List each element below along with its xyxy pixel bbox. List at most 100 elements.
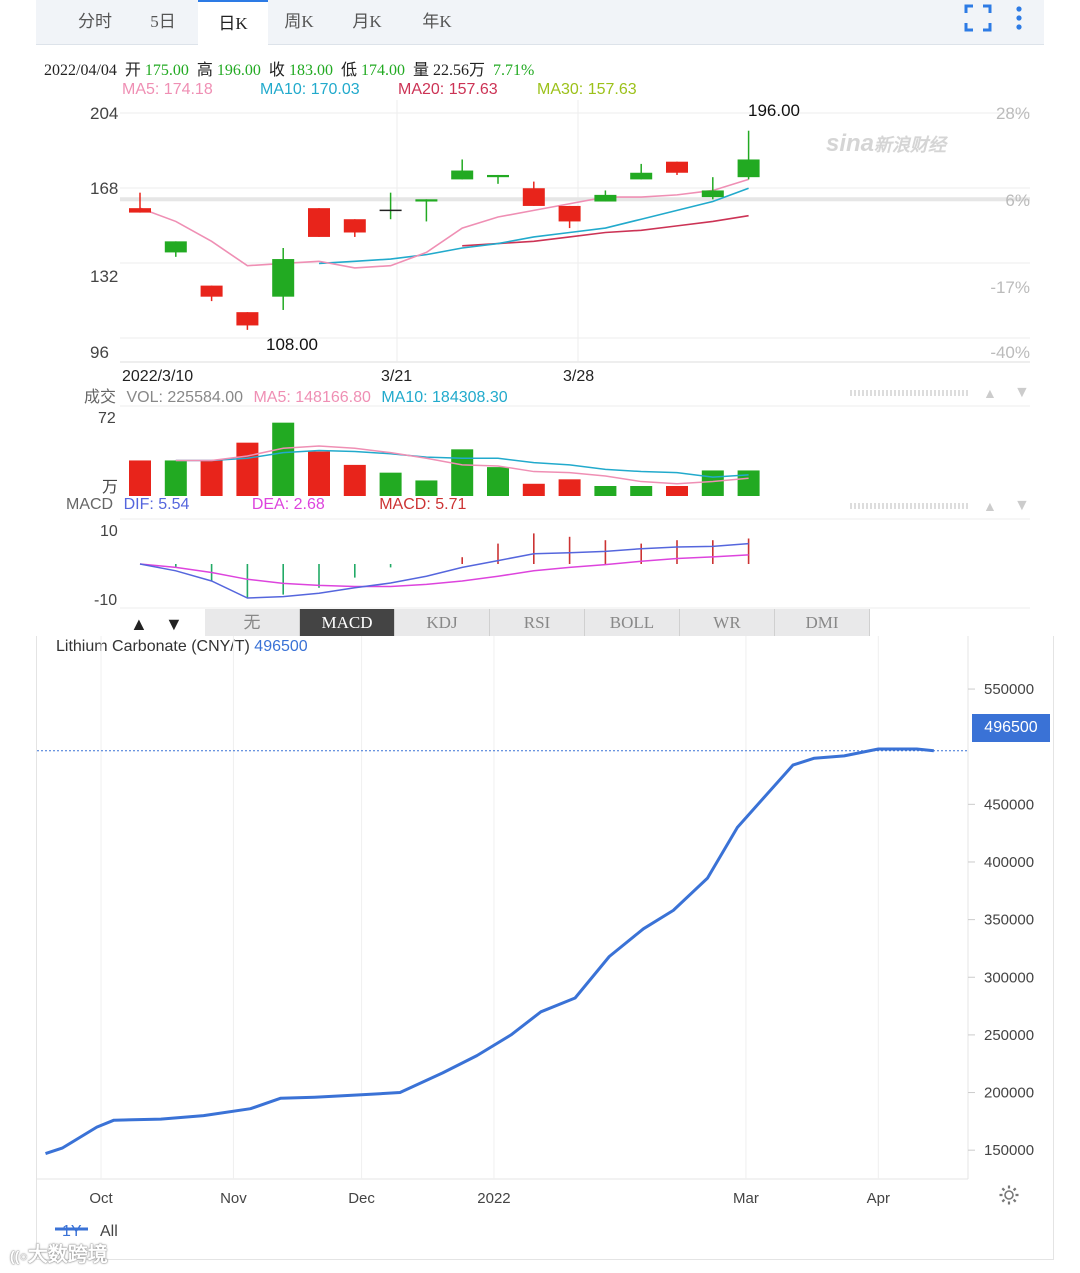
candle-16 [701, 177, 724, 200]
indicator-macd-button[interactable]: MACD [300, 609, 395, 636]
range-all-button[interactable]: All [100, 1223, 118, 1240]
gear-icon[interactable] [998, 1184, 1020, 1206]
dif-line [139, 542, 749, 599]
ma5-label: MA5: 174.18 [122, 81, 213, 98]
scroll-down-icon[interactable]: ▼ [165, 614, 183, 634]
candle-15 [666, 161, 688, 175]
candle-0 [129, 192, 151, 213]
volume-ma10: MA10: 184308.30 [381, 389, 508, 406]
volume-bar-15 [666, 486, 688, 496]
macd-ytick-label: 10 [100, 523, 118, 540]
lithium-title-row: Lithium Carbonate (CNY/T) 496500 [56, 638, 308, 656]
kline-pct-label: -40% [990, 343, 1030, 362]
info-high: 196.00 [216, 62, 261, 79]
candle-body [737, 159, 760, 178]
candle-body [308, 208, 330, 237]
candle-6 [343, 219, 366, 237]
lithium-ytick-label: 400000 [984, 854, 1034, 871]
volume-bar-17 [737, 470, 760, 496]
volume-bar-7 [379, 472, 402, 496]
lithium-xtick-label: Nov [220, 1190, 247, 1207]
volume-bar-12 [558, 479, 581, 496]
candle-body [522, 188, 545, 206]
lithium-ytick-label: 250000 [984, 1027, 1034, 1044]
indicator-rsi-button[interactable]: RSI [490, 609, 585, 636]
indicator-wr-button[interactable]: WR [680, 609, 775, 636]
volume-bar-10 [487, 467, 509, 496]
kline-xtick-label: 2022/3/10 [122, 368, 193, 385]
volume-value: VOL: 225584.00 [126, 389, 244, 406]
vol-ma10-line [175, 449, 749, 478]
ma20-line [462, 214, 749, 247]
panel-down-icon[interactable]: ▼ [1014, 384, 1030, 401]
macd-dea: DEA: 2.68 [251, 496, 325, 513]
stock-chart-svg: 204 168 132 96 28% 6% -17% -40% 2022/3/10 3/21 3/2… [90, 100, 1030, 609]
panel-up-icon-2[interactable]: ▲ [983, 498, 997, 514]
kline-ytick-label: 132 [90, 267, 118, 286]
tab-5day[interactable]: 5日 [150, 12, 176, 31]
info-vol-label: 量 [412, 62, 429, 79]
lithium-xtick-label: Dec [348, 1190, 375, 1207]
indicator-dmi-button[interactable]: DMI [775, 609, 870, 636]
volume-bar-3 [236, 442, 259, 496]
dea-line [139, 554, 749, 588]
candle-body [272, 259, 295, 297]
kline-xtick-label: 3/28 [563, 368, 594, 385]
info-low: 174.00 [360, 62, 405, 79]
candle-body [558, 205, 581, 222]
candle-body [594, 194, 617, 202]
kline-info-row: 2022/04/04 开 175.00 高 196.00 收 183.00 低 … [44, 56, 534, 80]
candle-12 [558, 205, 581, 229]
tab-yearly-k[interactable]: 年K [422, 12, 452, 31]
info-open: 175.00 [144, 62, 189, 79]
kline-xtick-label: 3/21 [381, 368, 412, 385]
indicator-boll-button[interactable]: BOLL [585, 609, 680, 636]
expand-icon[interactable] [964, 4, 992, 32]
candle-body [236, 312, 259, 326]
tab-monthly-k[interactable]: 月K [352, 12, 382, 31]
candle-body [701, 190, 724, 198]
candle-3 [236, 312, 259, 330]
candle-10 [487, 174, 509, 184]
candle-2 [200, 285, 223, 302]
volume-bar-13 [594, 486, 617, 496]
info-date: 2022/04/04 [44, 62, 117, 79]
sina-watermark: sina新浪财经 [826, 130, 947, 157]
lithium-ytick-label: 200000 [984, 1085, 1034, 1102]
volume-bar-11 [522, 483, 545, 496]
more-vertical-icon[interactable] [1014, 4, 1024, 34]
panel-up-icon[interactable]: ▲ [983, 385, 997, 401]
indicator-kdj-button[interactable]: KDJ [395, 609, 490, 636]
info-change: 7.71% [492, 62, 535, 79]
tab-intraday[interactable]: 分时 [78, 12, 112, 31]
kline-pct-label: 6% [1005, 191, 1030, 210]
volume-bar-5 [308, 451, 330, 496]
tab-daily-k[interactable]: 日K [198, 0, 268, 45]
lithium-xtick-label: 2022 [477, 1190, 510, 1207]
range-1y-button[interactable]: 1Y [62, 1223, 82, 1240]
tab-weekly-k[interactable]: 周K [284, 12, 314, 31]
kline-pct-label: 28% [996, 104, 1030, 123]
scroll-up-icon[interactable]: ▲ [130, 614, 148, 634]
volume-bar-1 [164, 460, 187, 496]
kline-ytick-label: 96 [90, 343, 109, 362]
volume-ma5: MA5: 148166.80 [253, 389, 371, 406]
watermark-logo-icon: ((○ [10, 1248, 28, 1264]
lithium-ytick-label: 550000 [984, 681, 1034, 698]
candle-17 [737, 130, 760, 180]
lithium-xtick-label: Mar [733, 1190, 759, 1207]
candle-13 [594, 190, 617, 202]
candle-8 [415, 199, 438, 222]
lithium-current-value: 496500 [254, 638, 308, 655]
candle-7 [379, 192, 402, 220]
candle-body [343, 219, 366, 233]
kline-pct-label: -17% [990, 278, 1030, 297]
indicator-none-button[interactable]: 无 [205, 609, 300, 636]
info-vol: 22.56万 [432, 62, 485, 79]
macd-header: MACD DIF: 5.54 DEA: 2.68 MACD: 5.71 [66, 496, 466, 514]
info-low-label: 低 [340, 62, 357, 79]
lithium-xtick-label: Apr [867, 1190, 890, 1207]
candle-body [415, 199, 438, 202]
volume-bar-9 [451, 449, 474, 496]
panel-down-icon-2[interactable]: ▼ [1014, 497, 1030, 514]
